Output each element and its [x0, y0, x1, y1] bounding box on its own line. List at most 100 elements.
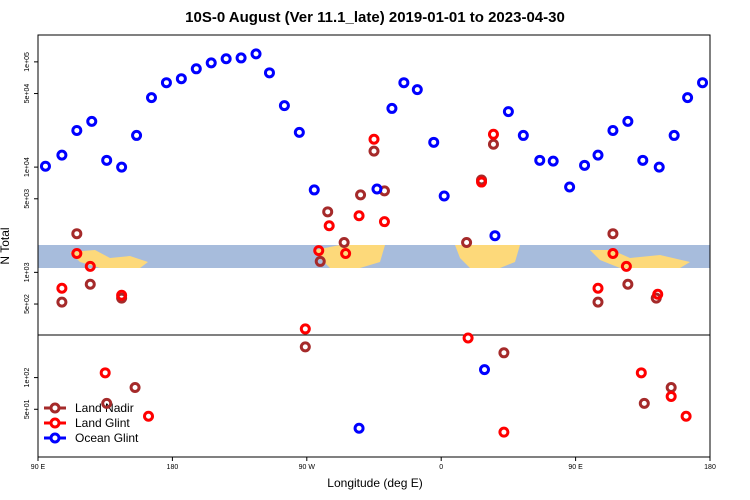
data-point [84, 260, 96, 272]
data-point [323, 220, 335, 232]
data-point [175, 73, 187, 85]
data-point [235, 52, 247, 64]
data-point [620, 260, 632, 272]
data-point [322, 206, 334, 218]
data-point [498, 347, 510, 359]
data-point [682, 92, 694, 104]
data-point [190, 63, 202, 75]
data-point [220, 53, 232, 65]
data-point [299, 323, 311, 335]
data-point [71, 124, 83, 136]
data-point [680, 410, 692, 422]
data-point [250, 48, 262, 60]
data-point [665, 390, 677, 402]
data-point [39, 160, 51, 172]
data-point [622, 115, 634, 127]
x-tick-label: 180 [167, 464, 179, 471]
data-point [502, 106, 514, 118]
plot-frame [37, 34, 711, 458]
legend-marker [49, 432, 61, 444]
data-point [368, 133, 380, 145]
x-tick-label: 90 E [31, 464, 46, 471]
data-point [498, 426, 510, 438]
legend-label: Land Glint [75, 416, 130, 430]
data-point [592, 282, 604, 294]
data-point [487, 138, 499, 150]
data-point [476, 176, 488, 188]
y-tick-label: 1e+05 [24, 52, 31, 72]
x-tick-label: 180 [704, 464, 716, 471]
data-point [308, 184, 320, 196]
data-point [99, 367, 111, 379]
data-point [56, 149, 68, 161]
data-point [622, 278, 634, 290]
data-point [299, 341, 311, 353]
data-point [438, 190, 450, 202]
data-point [637, 154, 649, 166]
data-point [653, 161, 665, 173]
y-tick-label: 5e+04 [24, 84, 31, 104]
data-point [368, 145, 380, 157]
data-point [263, 67, 275, 79]
legend-label: Ocean Glint [75, 431, 139, 445]
data-point [665, 382, 677, 394]
data-point [411, 84, 423, 96]
data-point [607, 248, 619, 260]
data-point [638, 397, 650, 409]
data-point [607, 124, 619, 136]
data-point [353, 422, 365, 434]
x-tick-label: 90 E [568, 464, 583, 471]
x-tick-label: 90 W [299, 464, 316, 471]
data-point [353, 210, 365, 222]
data-point [101, 154, 113, 166]
data-point [205, 57, 217, 69]
data-point [371, 183, 383, 195]
data-point [86, 115, 98, 127]
data-point [101, 397, 113, 409]
y-tick-label: 1e+02 [24, 368, 31, 388]
data-point [71, 248, 83, 260]
data-point [489, 230, 501, 242]
x-tick-label: 0 [439, 464, 443, 471]
data-point [487, 128, 499, 140]
data-point [697, 77, 709, 89]
data-point [579, 159, 591, 171]
legend-marker [49, 402, 61, 414]
y-tick-label: 1e+04 [24, 157, 31, 177]
y-tick-label: 5e+02 [24, 294, 31, 314]
data-point [56, 282, 68, 294]
data-point [517, 129, 529, 141]
chart-title: 10S-0 August (Ver 11.1_late) 2019-01-01 … [185, 9, 565, 26]
data-point [355, 189, 367, 201]
data-point [462, 332, 474, 344]
data-point [143, 410, 155, 422]
data-point [278, 100, 290, 112]
y-tick-label: 5e+01 [24, 399, 31, 419]
data-point [116, 161, 128, 173]
data-point [479, 364, 491, 376]
y-tick-label: 1e+03 [24, 262, 31, 282]
data-point [461, 237, 473, 249]
legend-marker [49, 417, 61, 429]
data-point [386, 102, 398, 114]
data-point [607, 228, 619, 240]
data-point [338, 237, 350, 249]
data-point [116, 289, 128, 301]
x-axis-label: Longitude (deg E) [327, 476, 422, 490]
data-point [313, 245, 325, 257]
data-point [668, 129, 680, 141]
data-point [592, 296, 604, 308]
data-point [160, 77, 172, 89]
y-tick-label: 5e+03 [24, 189, 31, 209]
data-point [378, 216, 390, 228]
data-point [293, 126, 305, 138]
data-point [56, 296, 68, 308]
data-point [71, 228, 83, 240]
data-point [145, 92, 157, 104]
data-point [547, 155, 559, 167]
data-point [84, 278, 96, 290]
data-point [652, 288, 664, 300]
data-point [314, 255, 326, 267]
